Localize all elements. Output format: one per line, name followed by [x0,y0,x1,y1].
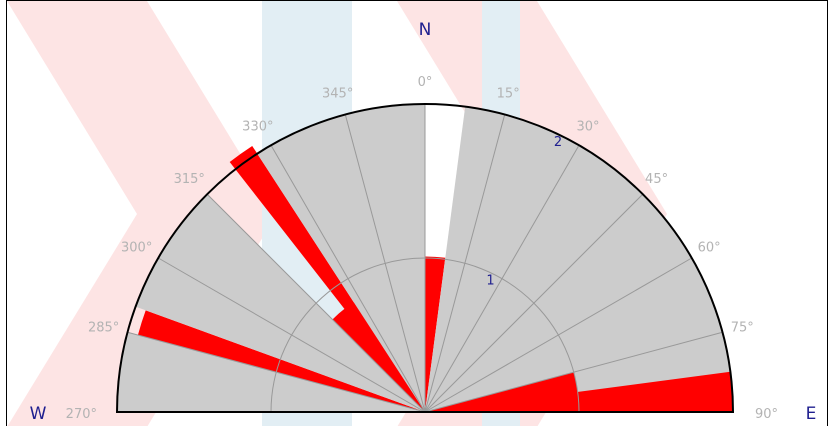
chart-frame: 270° 285° 300° 315° 330° 345° 0° 15° 30° 45° 60° 75… [6,0,828,426]
sector-2 [135,194,425,412]
sector-4 [229,145,425,412]
sector-5 [257,104,425,412]
radial-label-1: 2 [554,135,562,150]
ring-0 [270,257,580,413]
label-layer: 270° 285° 300° 315° 330° 345° 0° 15° 30° 45° 60° 75… [30,20,817,424]
chart-outline [115,103,735,413]
angle-label-8: 30° [577,119,600,134]
angle-label-11: 75° [731,320,754,335]
sector-7 [425,106,723,412]
radial-label-0: 1 [486,274,494,289]
sector-1 [137,310,425,412]
angle-label-7: 15° [497,86,520,101]
angle-label-3: 315° [174,172,205,187]
angle-label-0: 270° [66,407,97,422]
sector-3 [332,298,425,412]
angle-label-1: 285° [88,320,119,335]
angle-label-2: 300° [121,241,152,256]
cardinal-n: N [419,20,432,40]
angle-label-10: 60° [698,241,721,256]
angle-label-12: 90° [755,407,778,422]
angle-label-5: 345° [322,86,353,101]
angle-label-6: 0° [418,75,433,90]
sector-6 [425,256,446,412]
polar-wind-chart: 270° 285° 300° 315° 330° 345° 0° 15° 30° 45° 60° 75… [30,20,817,424]
cardinal-e: E [806,404,817,424]
sector-layer [117,104,733,412]
angle-label-9: 45° [645,172,668,187]
cardinal-w: W [30,404,47,424]
angle-label-4: 330° [242,119,273,134]
sector-0 [117,332,425,412]
